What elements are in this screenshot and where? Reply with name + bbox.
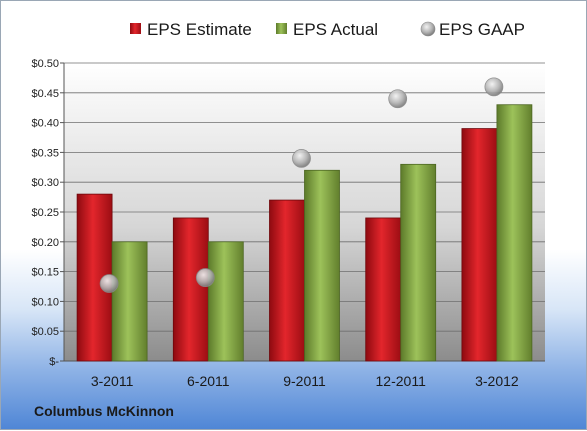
y-tick-label: $0.35 — [31, 147, 59, 159]
actual-bar — [111, 241, 148, 362]
legend-item: EPS GAAP — [420, 20, 525, 39]
actual-bar — [400, 163, 437, 362]
x-tick-label: 9-2011 — [283, 373, 326, 389]
gaap-markers — [99, 77, 504, 293]
x-tick-label: 12-2011 — [376, 373, 427, 389]
estimate-bar — [172, 217, 209, 362]
y-tick-label: $0.45 — [31, 88, 59, 100]
y-axis: $- $0.05 $0.10 $0.15 $0.20 $0.25 $0.30 $0.35 $0.… — [31, 58, 545, 368]
actual-bar — [496, 104, 533, 362]
estimate-bar — [365, 217, 402, 362]
y-tick-label: $0.30 — [31, 177, 59, 189]
y-tick-label: $0.10 — [31, 296, 59, 308]
y-tick-label: $0.50 — [31, 58, 59, 70]
company-name: Columbus McKinnon — [34, 403, 174, 419]
legend-swatch — [130, 23, 141, 34]
estimate-bar — [461, 128, 498, 362]
legend-label: EPS GAAP — [439, 20, 525, 39]
y-tick-label: $0.15 — [31, 267, 59, 279]
y-tick-label: $0.05 — [31, 326, 59, 338]
actual-bar — [207, 241, 244, 362]
gaap-marker — [195, 268, 215, 287]
legend-item: EPS Estimate — [130, 20, 252, 39]
gaap-marker — [292, 148, 311, 168]
x-tick-label: 3-2012 — [475, 373, 519, 389]
x-axis: 3-2011 6-2011 9-2011 12-2011 3-2012 — [91, 373, 519, 389]
legend-swatch — [276, 23, 287, 34]
gaap-marker — [484, 77, 504, 97]
legend-item: EPS Actual — [276, 20, 378, 39]
x-tick-label: 6-2011 — [187, 373, 230, 389]
estimate-bar — [269, 199, 305, 362]
legend-label: EPS Estimate — [147, 20, 252, 39]
legend: EPS Estimate EPS Actual EPS GAAP — [130, 20, 525, 39]
bars — [76, 104, 533, 362]
y-tick-label: $0.40 — [31, 118, 59, 130]
legend-swatch — [420, 21, 436, 37]
actual-bar — [304, 169, 340, 362]
y-tick-label: $0.25 — [31, 207, 59, 219]
y-tick-label: $0.20 — [31, 237, 59, 249]
x-tick-label: 3-2011 — [91, 373, 134, 389]
gaap-marker — [99, 274, 119, 293]
gaap-marker — [388, 89, 408, 109]
y-tick-label: $- — [49, 356, 59, 368]
legend-label: EPS Actual — [293, 20, 378, 39]
